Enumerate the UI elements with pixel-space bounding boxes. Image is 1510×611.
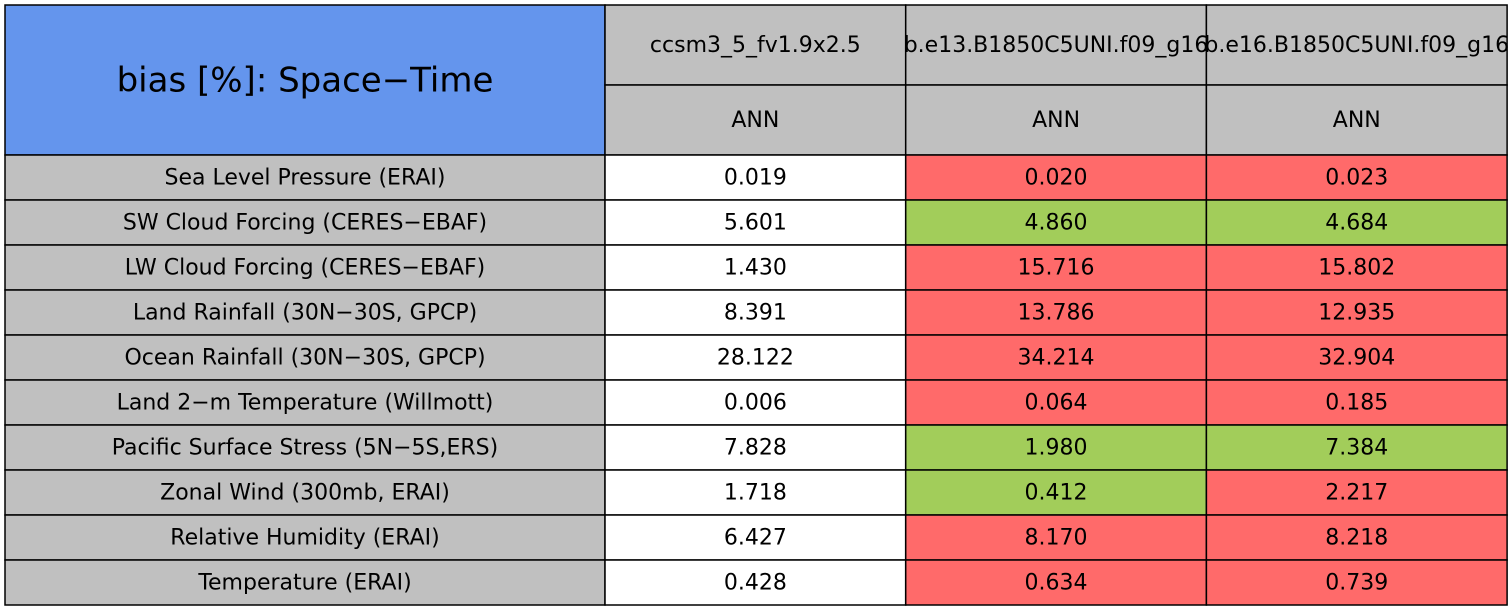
header-cell (604, 4, 907, 86)
value: 1.980 (1025, 436, 1088, 461)
value-cell (904, 514, 1208, 561)
value: 1.430 (724, 256, 787, 281)
row-label-cell (4, 289, 606, 336)
value-cell (604, 334, 907, 381)
value: 0.428 (724, 571, 787, 596)
row-label-cell (4, 514, 606, 561)
value: 0.064 (1025, 391, 1088, 416)
value: 8.391 (724, 301, 787, 326)
value-cell (604, 469, 907, 516)
value-cell (1205, 334, 1508, 381)
row-label-cell (4, 199, 606, 246)
value: 0.020 (1025, 166, 1088, 191)
value-cell (1205, 514, 1508, 561)
value: 13.786 (1018, 301, 1095, 326)
value: 0.006 (724, 391, 787, 416)
value-cell (1205, 379, 1508, 426)
row-label: Land Rainfall (30N−30S, GPCP) (133, 301, 477, 326)
value: 4.684 (1325, 211, 1388, 236)
header-cell (904, 4, 1208, 86)
value-cell (604, 559, 907, 606)
value: 0.019 (724, 166, 787, 191)
row-label: Land 2−m Temperature (Willmott) (117, 391, 494, 416)
value: 0.185 (1325, 391, 1388, 416)
value: 0.023 (1325, 166, 1388, 191)
value-cell (1205, 559, 1508, 606)
row-label: Temperature (ERAI) (197, 571, 411, 596)
value: 32.904 (1318, 346, 1395, 371)
value-cell (604, 289, 907, 336)
value: 4.860 (1025, 211, 1088, 236)
title-cell (4, 4, 606, 156)
value: 7.384 (1325, 436, 1388, 461)
header-cell (1205, 4, 1508, 86)
value-cell (1205, 244, 1508, 291)
row-label-cell (4, 154, 606, 201)
value-cell (1205, 154, 1508, 201)
row-label: Sea Level Pressure (ERAI) (165, 166, 446, 191)
row-label: Relative Humidity (ERAI) (170, 526, 439, 551)
value-cell (604, 379, 907, 426)
value-cell (904, 154, 1208, 201)
season-cell (604, 84, 907, 156)
column-name: b.e13.B1850C5UNI.f09_g16 (904, 33, 1209, 58)
value: 12.935 (1318, 301, 1395, 326)
row-label: Zonal Wind (300mb, ERAI) (160, 481, 450, 506)
value: 0.412 (1025, 481, 1088, 506)
value: 5.601 (724, 211, 787, 236)
value: 1.718 (724, 481, 787, 506)
value: 34.214 (1018, 346, 1095, 371)
table-title: bias [%]: Space−Time (117, 61, 494, 101)
column-name: ccsm3_5_fv1.9x2.5 (650, 33, 861, 58)
value: 6.427 (724, 526, 787, 551)
value: 15.802 (1318, 256, 1395, 281)
row-label: Pacific Surface Stress (5N−5S,ERS) (112, 436, 498, 461)
value-cell (904, 199, 1208, 246)
row-label: SW Cloud Forcing (CERES−EBAF) (123, 211, 487, 236)
value: 28.122 (717, 346, 794, 371)
row-label: LW Cloud Forcing (CERES−EBAF) (125, 256, 486, 281)
value-cell (904, 289, 1208, 336)
row-label-cell (4, 244, 606, 291)
value-cell (1205, 289, 1508, 336)
value-cell (904, 244, 1208, 291)
column-season: ANN (1032, 108, 1080, 133)
row-label-cell (4, 469, 606, 516)
value: 0.739 (1325, 571, 1388, 596)
value: 8.170 (1025, 526, 1088, 551)
value-cell (1205, 469, 1508, 516)
value: 8.218 (1325, 526, 1388, 551)
value: 0.634 (1025, 571, 1088, 596)
value: 2.217 (1325, 481, 1388, 506)
column-name: b.e16.B1850C5UNI.f09_g16 (1204, 33, 1509, 58)
season-cell (904, 84, 1208, 156)
value: 7.828 (724, 436, 787, 461)
value-cell (604, 244, 907, 291)
row-label: Ocean Rainfall (30N−30S, GPCP) (124, 346, 485, 371)
row-label-cell (4, 379, 606, 426)
column-season: ANN (1333, 108, 1381, 133)
value-cell (904, 559, 1208, 606)
column-season: ANN (731, 108, 779, 133)
value: 15.716 (1018, 256, 1095, 281)
